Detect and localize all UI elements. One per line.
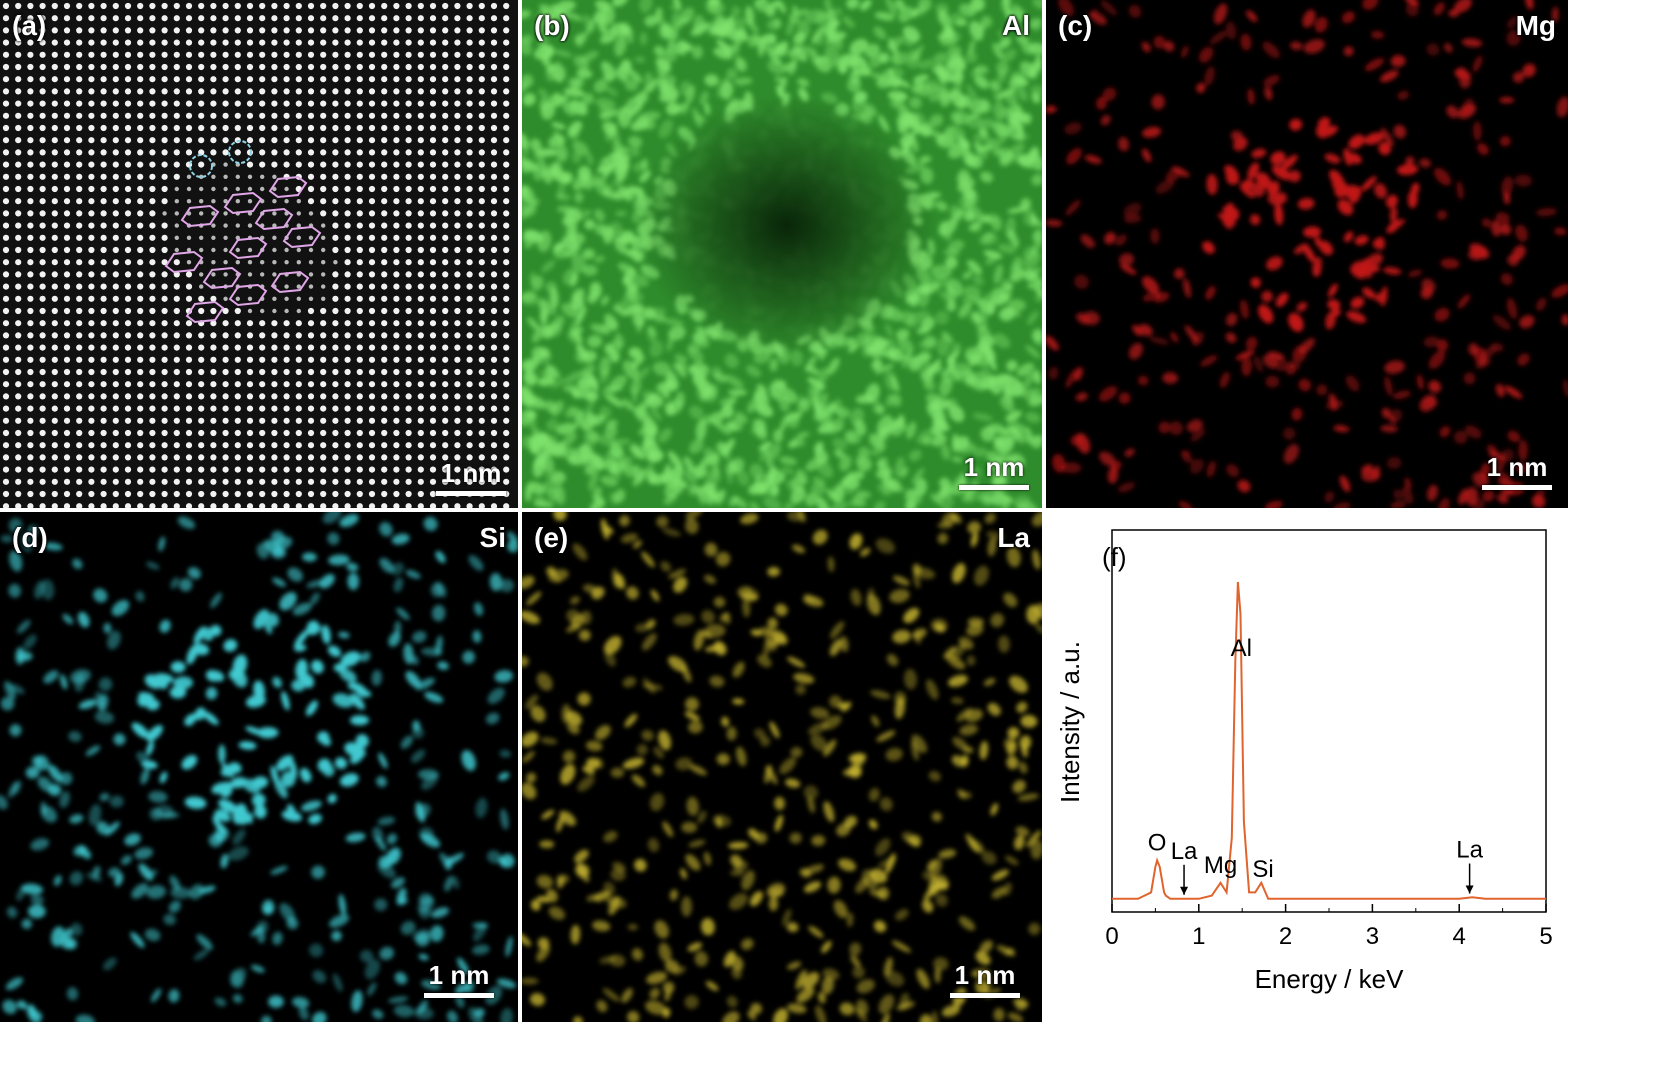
peak-label: Si: [1252, 856, 1273, 883]
element-label-la: La: [997, 522, 1030, 553]
panel-c-label: (c): [1058, 10, 1093, 41]
scale-line-d: [424, 993, 494, 998]
panel-c-mg-map: (c) Mg 1 nm: [1046, 0, 1568, 508]
panel-b-label: (b): [534, 10, 570, 41]
peak-label: O: [1148, 829, 1167, 856]
scale-label-c: 1 nm: [1486, 452, 1548, 482]
panel-d-label: (d): [12, 522, 48, 553]
peak-label: La: [1456, 837, 1483, 864]
haadf-lattice-image: [2, 2, 510, 508]
x-tick-label: 3: [1366, 923, 1379, 950]
scale-label-a: 1 nm: [440, 458, 502, 488]
x-tick-label: 1: [1192, 923, 1205, 950]
panel-a-label: (a): [12, 10, 47, 41]
scale-bar-c: 1 nm: [1482, 452, 1552, 490]
x-tick-label: 4: [1453, 923, 1466, 950]
al-eds-map: [522, 0, 1042, 508]
panel-a-haadf: (a) 1 nm: [0, 0, 518, 508]
la-eds-map: [522, 512, 1042, 1022]
peak-label: La: [1171, 838, 1198, 865]
spectrum-line: [1112, 581, 1546, 900]
panel-d-si-map: (d) Si 1 nm: [0, 512, 518, 1022]
peak-label: Al: [1231, 635, 1252, 662]
scale-bar-e: 1 nm: [950, 960, 1020, 998]
x-axis-label: Energy / keV: [1255, 964, 1405, 994]
scale-line-a: [436, 491, 506, 496]
mg-eds-map: [1046, 0, 1568, 508]
scale-label-d: 1 nm: [428, 960, 490, 990]
x-tick-label: 2: [1279, 923, 1292, 950]
scale-line-b: [959, 485, 1029, 490]
panel-b-al-map: (b) Al 1 nm: [522, 0, 1042, 508]
eds-spectrum-chart: (f) Intensity / a.u. Energy / keV 0 1 2 3 4 5…: [1055, 529, 1553, 994]
arrow-head: [1180, 886, 1189, 895]
scale-bar-b: 1 nm: [959, 452, 1029, 490]
element-label-mg: Mg: [1515, 10, 1556, 41]
scale-label-b: 1 nm: [963, 452, 1025, 482]
scale-bar-d: 1 nm: [424, 960, 494, 998]
panel-f-label: (f): [1102, 542, 1127, 572]
cluster-outlines: [164, 140, 322, 324]
si-eds-map: [0, 512, 518, 1022]
scale-bar-a: 1 nm: [436, 458, 506, 496]
panel-f-spectrum: (f) Intensity / a.u. Energy / keV 0 1 2 3 4 5…: [1046, 512, 1568, 1022]
scale-line-e: [950, 993, 1020, 998]
panel-e-la-map: (e) La 1 nm: [522, 512, 1042, 1022]
element-label-si: Si: [479, 522, 506, 553]
element-label-al: Al: [1002, 10, 1030, 41]
arrow-head: [1465, 885, 1474, 894]
scale-label-e: 1 nm: [954, 960, 1016, 990]
y-axis-label: Intensity / a.u.: [1055, 641, 1085, 803]
x-tick-label: 0: [1105, 923, 1118, 950]
panel-e-label: (e): [534, 522, 569, 553]
scale-line-c: [1482, 485, 1552, 490]
x-tick-label: 5: [1539, 923, 1552, 950]
peak-label: Mg: [1204, 852, 1237, 879]
